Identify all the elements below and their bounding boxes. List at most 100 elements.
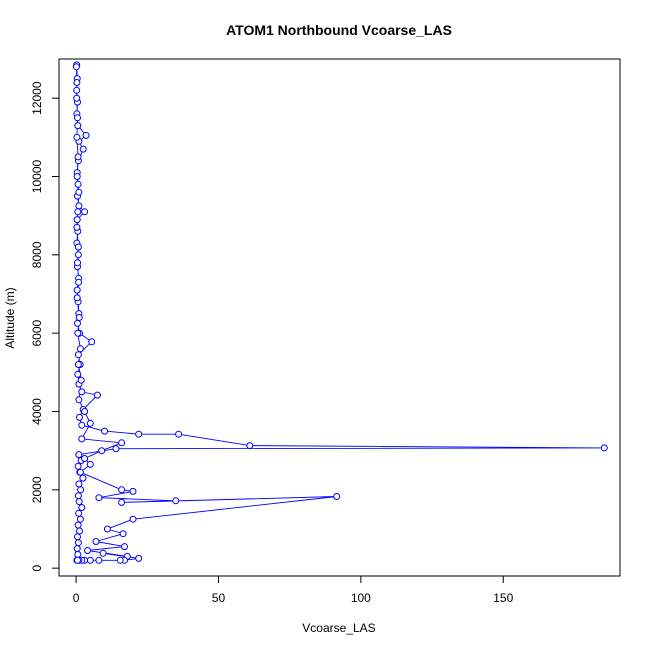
data-point bbox=[74, 251, 82, 259]
data-point bbox=[75, 451, 83, 459]
x-tick-label: 0 bbox=[73, 591, 80, 605]
data-point bbox=[73, 173, 81, 180]
data-point bbox=[74, 533, 81, 541]
data-point bbox=[112, 445, 120, 453]
data-point bbox=[78, 421, 86, 429]
data-point bbox=[74, 370, 82, 378]
data-point bbox=[74, 208, 82, 216]
data-point bbox=[74, 539, 82, 547]
data-point bbox=[74, 243, 82, 251]
data-point bbox=[73, 286, 81, 294]
y-axis-label: Altitude (m) bbox=[3, 287, 17, 348]
data-point bbox=[98, 447, 106, 455]
data-point bbox=[76, 413, 83, 421]
data-point bbox=[118, 486, 126, 494]
data-point bbox=[175, 430, 183, 438]
data-point bbox=[99, 549, 107, 557]
data-point bbox=[600, 444, 608, 452]
data-point bbox=[74, 114, 81, 122]
data-point bbox=[78, 388, 86, 396]
data-point bbox=[86, 419, 94, 427]
data-point bbox=[119, 530, 127, 538]
data-point bbox=[135, 554, 143, 562]
data-point bbox=[75, 509, 83, 517]
data-point bbox=[75, 202, 83, 210]
data-point bbox=[74, 319, 81, 327]
data-point bbox=[74, 462, 82, 470]
data-point bbox=[73, 79, 81, 86]
data-point bbox=[172, 497, 180, 505]
data-point bbox=[118, 498, 126, 506]
y-axis: 0 2000 4000 6000 8000 10000 12000 bbox=[30, 81, 60, 572]
data-point bbox=[93, 391, 101, 399]
data-point bbox=[75, 396, 83, 404]
data-point bbox=[74, 556, 81, 564]
data-point bbox=[81, 408, 89, 415]
data-point bbox=[76, 527, 83, 535]
data-point bbox=[103, 525, 111, 533]
data-point bbox=[72, 63, 80, 71]
data-point bbox=[74, 329, 82, 337]
data-point bbox=[75, 314, 83, 321]
data-point bbox=[95, 494, 103, 502]
y-tick-label: 0 bbox=[30, 565, 44, 572]
data-point bbox=[81, 208, 89, 216]
series-layer bbox=[72, 61, 608, 564]
data-point bbox=[121, 543, 128, 551]
data-point bbox=[74, 259, 81, 267]
data-point bbox=[95, 556, 103, 564]
data-point bbox=[75, 498, 83, 506]
data-point bbox=[82, 131, 90, 139]
x-axis-label: Vcoarse_LAS bbox=[302, 621, 375, 635]
data-point bbox=[73, 545, 81, 553]
data-point bbox=[101, 427, 109, 435]
data-point bbox=[73, 133, 81, 141]
data-point bbox=[78, 435, 86, 443]
data-point bbox=[86, 556, 94, 564]
data-point bbox=[74, 351, 82, 359]
data-point bbox=[135, 430, 143, 438]
data-point bbox=[77, 486, 85, 494]
data-point bbox=[129, 487, 137, 495]
y-tick-label: 8000 bbox=[30, 241, 44, 268]
data-point bbox=[74, 122, 82, 130]
data-point bbox=[129, 515, 137, 523]
series-line bbox=[75, 64, 605, 561]
data-point bbox=[76, 468, 84, 476]
data-point bbox=[74, 153, 82, 161]
data-point bbox=[81, 455, 89, 462]
data-point bbox=[92, 538, 100, 545]
y-tick-label: 2000 bbox=[30, 476, 44, 503]
x-tick-label: 50 bbox=[212, 591, 226, 605]
data-point bbox=[76, 515, 84, 523]
chart-title: ATOM1 Northbound Vcoarse_LAS bbox=[226, 22, 452, 38]
data-point bbox=[74, 521, 82, 529]
data-point bbox=[78, 504, 86, 511]
data-point bbox=[73, 294, 81, 302]
data-point bbox=[116, 556, 124, 564]
x-tick-label: 100 bbox=[351, 591, 371, 605]
data-point bbox=[79, 474, 87, 482]
data-point bbox=[333, 493, 341, 500]
data-point bbox=[73, 94, 81, 102]
data-point bbox=[79, 145, 87, 153]
data-point bbox=[77, 376, 85, 384]
y-tick-label: 10000 bbox=[30, 159, 44, 193]
data-point bbox=[74, 180, 82, 188]
data-point bbox=[73, 216, 81, 224]
data-point bbox=[76, 345, 84, 353]
data-point bbox=[73, 86, 81, 94]
y-tick-label: 6000 bbox=[30, 319, 44, 346]
data-point bbox=[88, 338, 96, 346]
data-point bbox=[75, 278, 83, 286]
data-point bbox=[74, 551, 82, 558]
y-tick-label: 4000 bbox=[30, 398, 44, 425]
data-point bbox=[73, 223, 81, 231]
data-point bbox=[84, 547, 91, 554]
data-point bbox=[74, 492, 82, 500]
x-tick-label: 150 bbox=[493, 591, 513, 605]
data-point bbox=[75, 480, 83, 488]
data-point bbox=[74, 361, 82, 368]
x-axis: 0 50 100 150 bbox=[73, 575, 514, 605]
